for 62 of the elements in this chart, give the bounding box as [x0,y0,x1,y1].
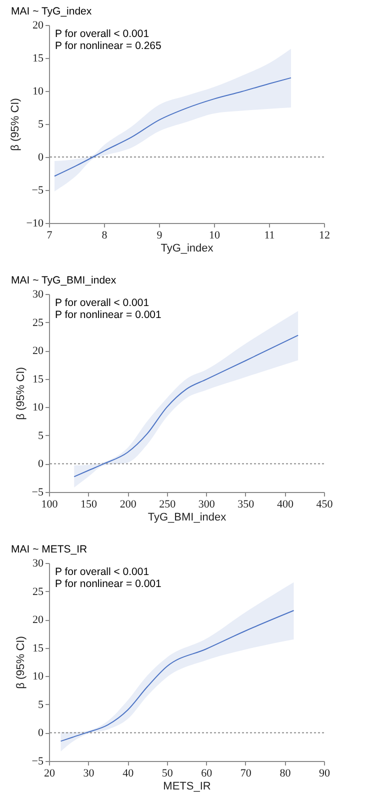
y-tick-label: −10 [26,218,44,230]
chart-title: MAI ~ METS_IR [11,544,88,556]
x-tick-label: 400 [276,498,294,510]
y-tick-label: 30 [32,558,44,570]
annotation: P for overall < 0.001 [55,28,150,40]
y-tick-label: 20 [32,345,44,358]
annotation: P for overall < 0.001 [55,297,150,309]
x-axis-title: TyG_BMI_index [148,512,227,524]
x-tick-label: 8 [102,230,108,242]
y-tick-label: −5 [32,184,44,196]
y-tick-label: 0 [38,152,44,164]
annotation: P for overall < 0.001 [55,566,150,578]
x-tick-label: 50 [162,768,174,780]
y-axis-title: β (95% CI) [14,367,27,420]
x-tick-label: 40 [122,768,134,780]
y-tick-label: 5 [38,118,44,130]
y-tick-label: 10 [32,670,44,683]
y-tick-label: −5 [32,486,44,498]
annotation: P for nonlinear = 0.265 [55,40,162,52]
x-tick-label: 100 [41,498,58,510]
x-tick-label: 250 [159,498,176,510]
x-tick-label: 60 [201,768,213,780]
x-tick-label: 30 [83,768,95,780]
x-axis-title: TyG_index [160,242,214,254]
x-tick-label: 450 [316,498,334,510]
x-tick-label: 200 [120,498,137,510]
x-tick-label: 10 [209,230,220,242]
y-tick-label: 15 [32,373,44,386]
line-series [74,334,299,478]
x-tick-label: 12 [319,230,330,242]
y-axis-title: β (95% CI) [14,636,27,689]
x-tick-label: 300 [198,498,216,510]
x-tick-label: 150 [80,498,98,510]
chart-title: MAI ~ TyG_index [11,6,92,18]
annotation: P for nonlinear = 0.001 [55,578,162,590]
y-tick-label: 5 [38,698,44,711]
x-axis-title: METS_IR [163,780,211,792]
x-tick-label: 9 [156,230,163,242]
y-tick-label: 0 [38,727,44,740]
line-series [54,77,292,177]
y-tick-label: 15 [32,642,44,654]
y-tick-label: 5 [38,430,44,442]
y-tick-label: 10 [32,86,44,98]
x-tick-label: 90 [319,768,330,780]
y-tick-label: 10 [32,402,44,414]
y-axis-title: β (95% CI) [9,98,22,151]
y-tick-label: 20 [32,614,44,626]
line-series [60,610,294,742]
x-tick-label: 11 [264,230,275,242]
y-tick-label: 30 [32,288,44,300]
x-tick-label: 70 [240,768,252,780]
y-tick-label: 0 [38,458,44,470]
x-tick-label: 80 [280,768,292,780]
y-tick-label: 15 [32,52,44,64]
y-tick-label: 25 [32,586,44,598]
chart-title: MAI ~ TyG_BMI_index [11,274,117,286]
y-tick-label: 20 [32,20,44,32]
x-tick-label: 7 [46,230,53,242]
y-tick-label: 25 [32,316,44,329]
y-tick-label: −5 [32,756,44,768]
annotation: P for nonlinear = 0.001 [55,309,162,321]
x-tick-label: 350 [238,498,255,510]
